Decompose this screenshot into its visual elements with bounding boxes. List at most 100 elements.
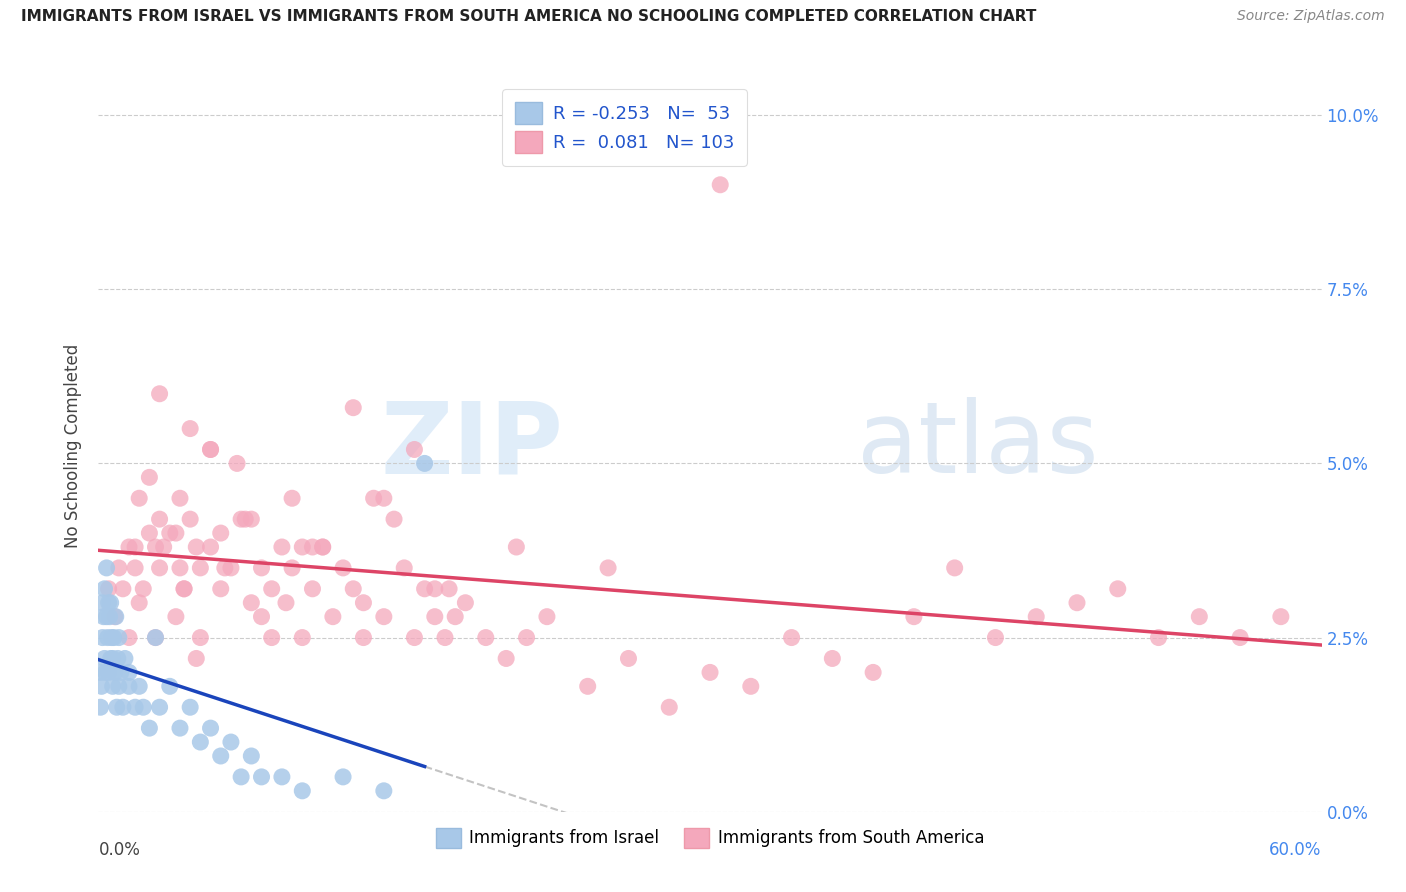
Point: [149, 561, 172, 575]
Point: [114, 651, 136, 665]
Point: [231, 512, 253, 526]
Point: [145, 540, 167, 554]
Point: [1025, 609, 1047, 624]
Point: [98, 609, 121, 624]
Point: [188, 631, 212, 645]
Point: [138, 526, 160, 541]
Point: [145, 631, 167, 645]
Point: [100, 631, 122, 645]
Point: [105, 700, 128, 714]
Point: [240, 749, 263, 764]
Point: [250, 561, 273, 575]
Point: [413, 457, 436, 471]
Point: [301, 582, 323, 596]
Point: [179, 512, 201, 526]
Point: [132, 582, 155, 596]
Point: [118, 540, 141, 554]
Point: [200, 442, 222, 457]
Point: [96, 561, 118, 575]
Y-axis label: No Schooling Completed: No Schooling Completed: [65, 344, 83, 548]
Point: [91, 596, 114, 610]
Point: [107, 651, 129, 665]
Point: [250, 609, 273, 624]
Point: [149, 386, 172, 401]
Point: [96, 609, 118, 624]
Point: [352, 596, 374, 610]
Point: [132, 700, 155, 714]
Point: [97, 582, 120, 596]
Point: [576, 679, 599, 693]
Point: [821, 651, 844, 665]
Point: [124, 561, 146, 575]
Point: [260, 631, 283, 645]
Point: [658, 700, 681, 714]
Point: [200, 721, 222, 735]
Point: [1229, 631, 1251, 645]
Point: [404, 631, 426, 645]
Point: [270, 770, 294, 784]
Point: [100, 596, 122, 610]
Point: [291, 784, 314, 798]
Point: [617, 651, 640, 665]
Point: [108, 561, 131, 575]
Point: [209, 749, 232, 764]
Point: [128, 596, 150, 610]
Point: [149, 512, 172, 526]
Point: [780, 631, 803, 645]
Text: IMMIGRANTS FROM ISRAEL VS IMMIGRANTS FROM SOUTH AMERICA NO SCHOOLING COMPLETED C: IMMIGRANTS FROM ISRAEL VS IMMIGRANTS FRO…: [21, 9, 1036, 24]
Point: [97, 665, 120, 680]
Point: [352, 631, 374, 645]
Point: [903, 609, 925, 624]
Point: [312, 540, 335, 554]
Point: [104, 609, 127, 624]
Point: [862, 665, 884, 680]
Point: [89, 700, 111, 714]
Point: [118, 631, 141, 645]
Point: [392, 561, 416, 575]
Point: [145, 631, 167, 645]
Point: [984, 631, 1007, 645]
Point: [596, 561, 619, 575]
Point: [100, 651, 122, 665]
Point: [1188, 609, 1211, 624]
Text: 0.0%: 0.0%: [98, 841, 141, 859]
Point: [382, 512, 405, 526]
Point: [111, 582, 134, 596]
Point: [124, 540, 146, 554]
Point: [149, 700, 172, 714]
Point: [97, 596, 120, 610]
Point: [373, 784, 395, 798]
Point: [433, 631, 456, 645]
Point: [138, 721, 160, 735]
Point: [516, 631, 538, 645]
Point: [404, 442, 426, 457]
Point: [90, 679, 112, 693]
Point: [363, 491, 385, 506]
Point: [281, 561, 304, 575]
Point: [291, 631, 314, 645]
Point: [94, 665, 117, 680]
Point: [118, 679, 141, 693]
Point: [240, 596, 263, 610]
Point: [219, 735, 242, 749]
Point: [186, 651, 208, 665]
Point: [291, 540, 314, 554]
Text: ZIP: ZIP: [381, 398, 564, 494]
Point: [740, 679, 762, 693]
Point: [1270, 609, 1292, 624]
Point: [342, 401, 364, 415]
Point: [108, 679, 131, 693]
Point: [322, 609, 344, 624]
Point: [312, 540, 335, 554]
Point: [301, 540, 323, 554]
Point: [179, 700, 201, 714]
Point: [444, 609, 467, 624]
Point: [188, 561, 212, 575]
Point: [231, 770, 253, 784]
Point: [423, 582, 446, 596]
Point: [186, 540, 208, 554]
Point: [240, 512, 263, 526]
Point: [281, 491, 304, 506]
Point: [474, 631, 498, 645]
Point: [437, 582, 460, 596]
